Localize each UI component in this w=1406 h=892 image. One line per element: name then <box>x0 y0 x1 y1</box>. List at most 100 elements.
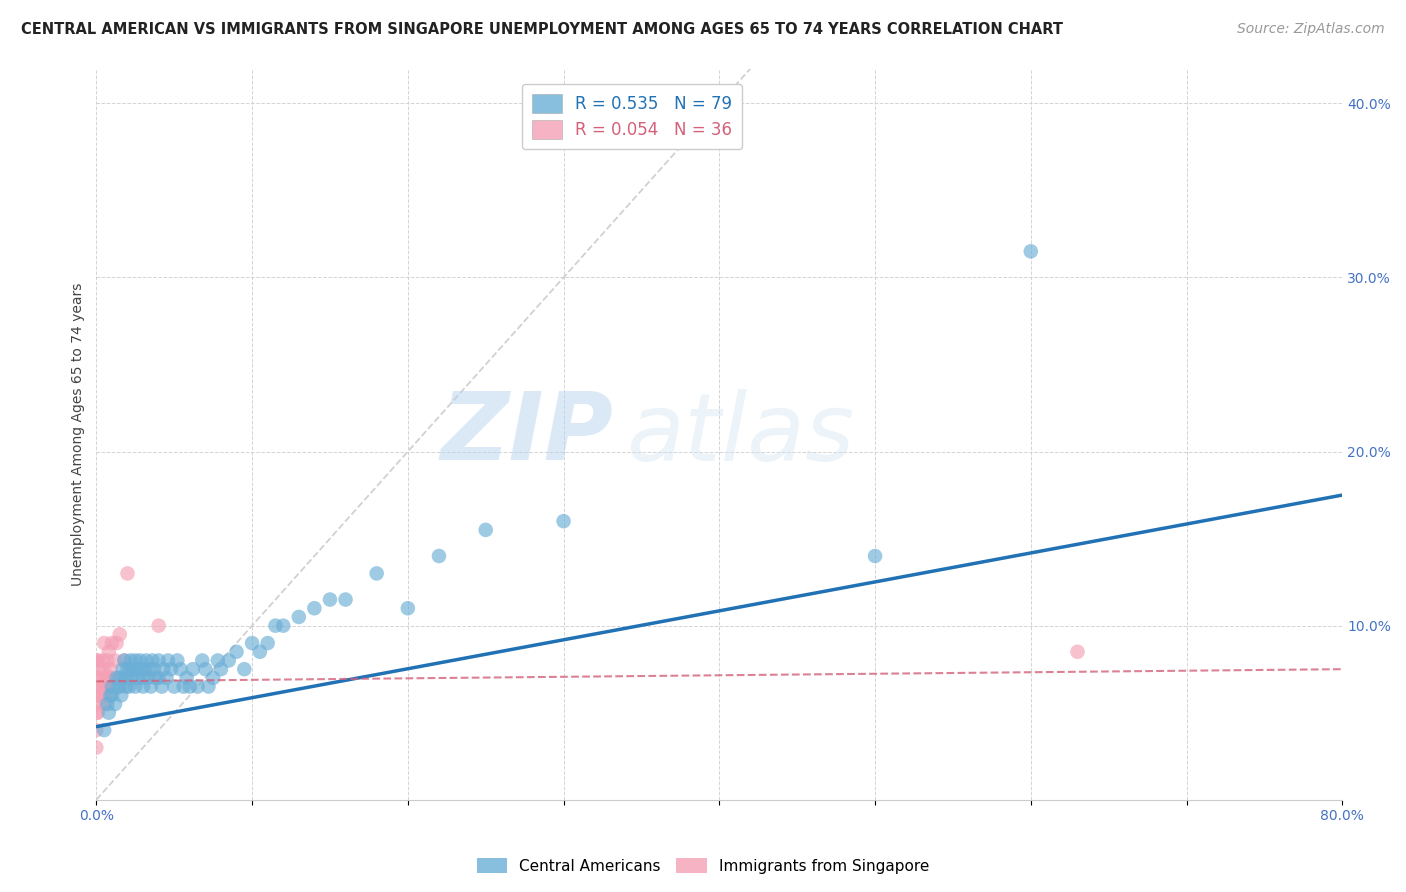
Point <box>105 671 128 685</box>
Point <box>863 549 886 563</box>
Point <box>108 627 131 641</box>
Point <box>427 549 450 563</box>
Text: Source: ZipAtlas.com: Source: ZipAtlas.com <box>1237 22 1385 37</box>
Point <box>138 662 160 676</box>
Point <box>202 671 225 685</box>
Point <box>127 671 149 685</box>
Point <box>148 671 170 685</box>
Point <box>93 723 115 738</box>
Point <box>93 680 115 694</box>
Point <box>176 671 198 685</box>
Point <box>93 636 115 650</box>
Point <box>131 662 153 676</box>
Point <box>181 662 204 676</box>
Point <box>143 662 166 676</box>
Point <box>104 653 127 667</box>
Point <box>112 653 135 667</box>
Point <box>87 706 110 720</box>
Point <box>112 653 135 667</box>
Point <box>96 653 118 667</box>
Point <box>240 636 263 650</box>
Point <box>152 662 174 676</box>
Point <box>150 680 173 694</box>
Point <box>145 671 167 685</box>
Point <box>132 680 155 694</box>
Point <box>118 680 141 694</box>
Point <box>319 592 342 607</box>
Point <box>155 671 177 685</box>
Point <box>187 680 209 694</box>
Point <box>197 680 219 694</box>
Point <box>117 671 139 685</box>
Point <box>120 662 142 676</box>
Point <box>191 653 214 667</box>
Point <box>98 688 121 702</box>
Point <box>101 680 124 694</box>
Point <box>207 653 229 667</box>
Point <box>553 514 575 528</box>
Point <box>148 653 170 667</box>
Point <box>117 566 139 581</box>
Point <box>97 671 120 685</box>
Point <box>225 645 247 659</box>
Point <box>335 592 357 607</box>
Point <box>166 653 188 667</box>
Point <box>264 618 287 632</box>
Point <box>104 697 127 711</box>
Point <box>1066 645 1088 659</box>
Point <box>117 662 139 676</box>
Point <box>87 671 110 685</box>
Point <box>135 653 157 667</box>
Point <box>98 662 121 676</box>
Point <box>179 680 201 694</box>
Point <box>105 636 128 650</box>
Point <box>91 680 114 694</box>
Point <box>94 671 117 685</box>
Point <box>304 601 326 615</box>
Point <box>93 662 115 676</box>
Point <box>96 680 118 694</box>
Point <box>233 662 256 676</box>
Point <box>249 645 271 659</box>
Point <box>86 671 108 685</box>
Point <box>110 688 132 702</box>
Y-axis label: Unemployment Among Ages 65 to 74 years: Unemployment Among Ages 65 to 74 years <box>72 283 86 586</box>
Legend: Central Americans, Immigrants from Singapore: Central Americans, Immigrants from Singa… <box>471 852 935 880</box>
Point <box>120 653 142 667</box>
Point <box>136 671 159 685</box>
Legend: R = 0.535   N = 79, R = 0.054   N = 36: R = 0.535 N = 79, R = 0.054 N = 36 <box>522 84 742 149</box>
Point <box>160 662 183 676</box>
Point <box>111 662 134 676</box>
Point <box>93 697 115 711</box>
Point <box>125 662 148 676</box>
Point <box>108 680 131 694</box>
Point <box>132 671 155 685</box>
Point <box>101 636 124 650</box>
Point <box>86 740 108 755</box>
Point <box>86 688 108 702</box>
Point <box>366 566 388 581</box>
Point <box>139 680 162 694</box>
Point <box>218 653 240 667</box>
Point <box>91 653 114 667</box>
Point <box>115 680 138 694</box>
Point <box>97 706 120 720</box>
Point <box>89 697 111 711</box>
Point <box>148 618 170 632</box>
Text: ZIP: ZIP <box>440 388 613 480</box>
Point <box>108 671 131 685</box>
Point <box>101 688 124 702</box>
Point <box>101 671 124 685</box>
Point <box>86 653 108 667</box>
Point <box>97 645 120 659</box>
Point <box>141 653 163 667</box>
Point <box>124 680 146 694</box>
Point <box>156 653 179 667</box>
Point <box>87 653 110 667</box>
Point <box>90 662 112 676</box>
Point <box>122 662 145 676</box>
Point <box>107 680 129 694</box>
Point <box>89 680 111 694</box>
Point <box>112 671 135 685</box>
Point <box>87 688 110 702</box>
